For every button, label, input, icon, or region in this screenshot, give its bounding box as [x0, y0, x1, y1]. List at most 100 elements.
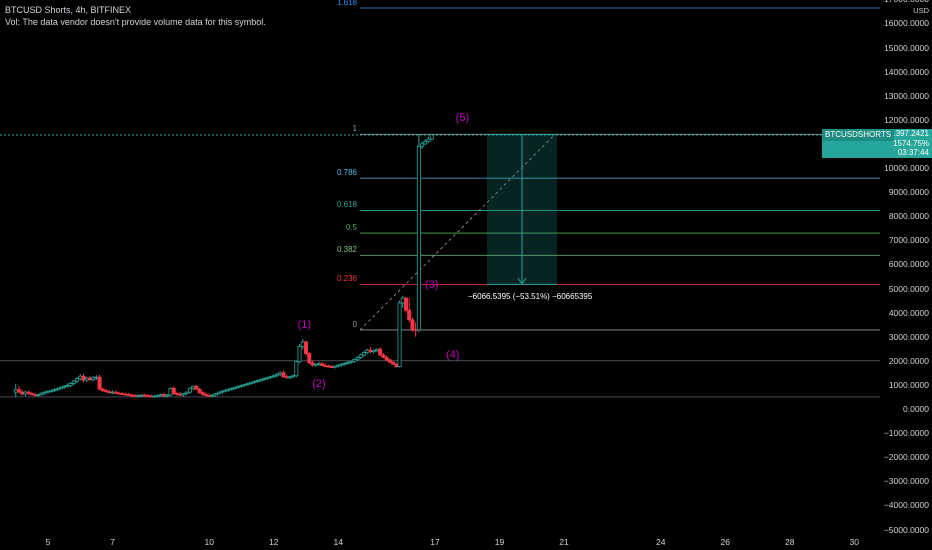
- candle-body: [291, 375, 296, 378]
- price-tick-label: −3000.0000: [883, 476, 929, 487]
- candle-body: [423, 141, 428, 145]
- candle-body: [378, 348, 383, 356]
- candle-body: [68, 383, 73, 386]
- candle-body: [381, 354, 386, 358]
- candle-body: [426, 138, 431, 142]
- fib-level-label: 1.618: [336, 0, 357, 7]
- candle-body: [313, 363, 318, 366]
- wave-label[interactable]: (2): [312, 378, 326, 391]
- candle-body: [91, 377, 96, 380]
- candle-body: [368, 349, 373, 353]
- last-price-value: 11397.2421: [887, 129, 929, 138]
- candle-body: [342, 362, 347, 365]
- fibonacci-retracement[interactable]: [359, 7, 880, 331]
- candle-body: [155, 395, 160, 397]
- measure-readout: −6066.5395 (−53.51%) −60665395: [468, 292, 593, 301]
- candle-body: [39, 392, 44, 395]
- candle-body: [78, 375, 83, 380]
- candle-body: [75, 378, 80, 382]
- candle-body: [258, 379, 263, 381]
- candle-body: [113, 391, 118, 394]
- candle-body: [420, 143, 425, 147]
- candle-body: [229, 387, 234, 390]
- candle-body: [110, 391, 115, 394]
- measure-arrow-head: [517, 278, 527, 285]
- candle-body: [168, 387, 173, 396]
- price-tick-label: 14000.0000: [884, 66, 929, 77]
- time-tick-label: 7: [110, 537, 115, 547]
- price-tick-label: −5000.0000: [883, 524, 929, 535]
- price-range-measure[interactable]: [487, 133, 557, 285]
- price-tick-label: 10000.0000: [884, 163, 929, 173]
- candle-body: [397, 302, 402, 367]
- candle-body: [384, 357, 389, 361]
- candle-body: [416, 145, 421, 331]
- candle-body: [329, 366, 334, 368]
- candle-body: [55, 388, 60, 391]
- price-tick-label: 6000.0000: [888, 259, 929, 270]
- candle-body: [294, 361, 299, 377]
- price-tick-label: 9000.0000: [888, 187, 929, 198]
- candle-body: [65, 384, 70, 387]
- candle-body: [394, 363, 399, 367]
- candle-body: [200, 392, 205, 395]
- candle-body: [42, 391, 47, 394]
- candle-body: [300, 341, 305, 347]
- candle-body: [204, 394, 209, 396]
- candle-body: [303, 341, 308, 354]
- candle-body: [391, 361, 396, 365]
- time-tick-label: 19: [494, 537, 505, 547]
- candle-body: [123, 393, 128, 396]
- wave-label[interactable]: (5): [455, 112, 470, 125]
- wave-label[interactable]: (1): [297, 319, 312, 332]
- candle-body: [236, 385, 241, 388]
- candle-body: [274, 373, 279, 377]
- candle-body: [26, 391, 31, 394]
- fib-level-label: 0.618: [336, 200, 357, 210]
- candle-body: [142, 394, 147, 397]
- volume-notice: Vol: The data vendor doesn't provide vol…: [5, 17, 266, 27]
- price-tick-label: 15000.0000: [884, 42, 929, 53]
- wave-label[interactable]: (3): [425, 279, 439, 292]
- price-tick-label: 12000.0000: [884, 114, 929, 125]
- candle-body: [371, 350, 376, 353]
- candle-body: [207, 395, 212, 397]
- candle-body: [94, 376, 99, 379]
- candle-body: [316, 363, 321, 366]
- wave-label[interactable]: (4): [446, 349, 460, 362]
- candle-body: [129, 394, 134, 397]
- candle-body: [194, 385, 199, 390]
- candle-body: [413, 329, 418, 331]
- candle-body: [71, 380, 76, 384]
- candle-body: [191, 385, 196, 389]
- candle-body: [187, 387, 192, 393]
- candle-body: [178, 393, 183, 396]
- horizontal-lines-layer: [0, 360, 880, 398]
- time-tick-label: 14: [333, 537, 343, 547]
- time-tick-label: 30: [849, 537, 859, 547]
- candle-body: [133, 395, 138, 397]
- candle-body: [184, 391, 189, 394]
- candle-body: [410, 319, 415, 330]
- price-tick-label: 1000.0000: [888, 379, 929, 390]
- candle-body: [407, 309, 412, 321]
- candle-body: [197, 388, 202, 394]
- candle-body: [13, 389, 18, 393]
- candle-body: [52, 389, 57, 392]
- currency-label: USD: [913, 6, 929, 15]
- candle-body: [220, 390, 225, 393]
- fib-level-label: 0: [352, 319, 357, 329]
- price-tick-label: 3000.0000: [888, 331, 929, 342]
- candle-body: [429, 133, 434, 140]
- candle-body: [336, 364, 341, 367]
- fib-level-label: 0.382: [336, 245, 357, 255]
- candle-body: [174, 393, 179, 395]
- price-tick-label: −2000.0000: [883, 452, 929, 463]
- candle-body: [33, 394, 38, 396]
- time-tick-label: 26: [720, 537, 730, 547]
- candle-body: [284, 376, 289, 379]
- candle-body: [216, 391, 221, 394]
- symbol-title[interactable]: BTCUSD Shorts, 4h, BITFINEX: [5, 5, 132, 15]
- candle-body: [345, 361, 350, 364]
